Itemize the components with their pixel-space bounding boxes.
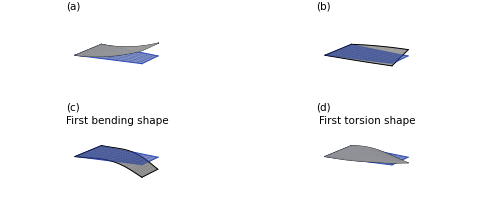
Text: First bending shape: First bending shape: [66, 116, 169, 126]
Text: (c): (c): [66, 102, 80, 112]
Text: (a): (a): [66, 1, 80, 11]
Text: (d): (d): [316, 102, 331, 112]
Text: First torsion shape: First torsion shape: [320, 116, 416, 126]
Text: (b): (b): [316, 1, 331, 11]
